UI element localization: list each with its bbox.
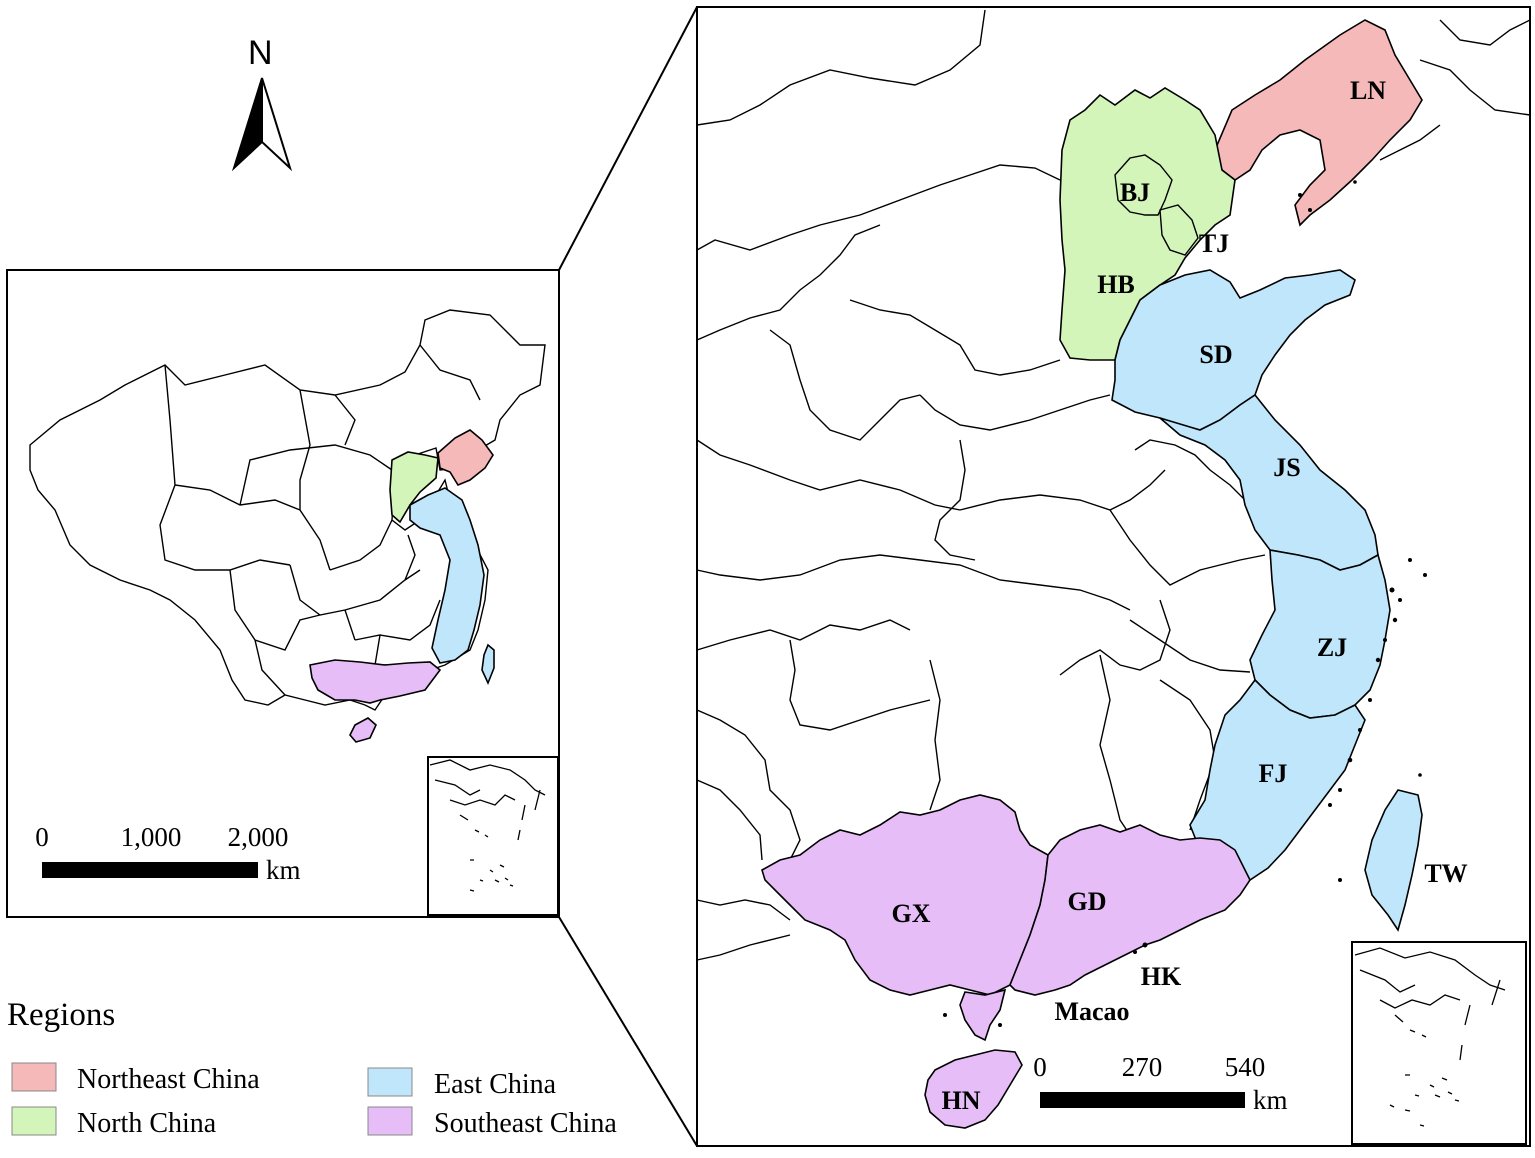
- label-gd: GD: [1068, 887, 1107, 916]
- detail-inset-frame: [1351, 941, 1527, 1145]
- detail-coastal-islands: [943, 180, 1427, 1027]
- detail-region-gx: [761, 794, 1049, 996]
- overview-map: 0 1,000 2,000 km: [6, 269, 560, 918]
- overview-region-east: [409, 487, 485, 664]
- north-arrow-icon: [231, 77, 263, 172]
- legend-swatch-southeast: [367, 1106, 413, 1136]
- label-sd: SD: [1199, 340, 1232, 369]
- overview-scale-tick-1: 1,000: [121, 822, 182, 852]
- detail-region-ln: [1214, 19, 1423, 227]
- legend-label-north: North China: [77, 1108, 217, 1139]
- detail-map: LN BJ TJ HB SD JS ZJ FJ TW GX GD HK Maca…: [696, 6, 1531, 1147]
- label-tw: TW: [1424, 859, 1467, 888]
- overview-inset-frame: [427, 756, 559, 916]
- legend-label-southeast: Southeast China: [434, 1108, 617, 1139]
- legend-label-northeast: Northeast China: [77, 1064, 260, 1095]
- detail-scale-bar: 0 270 540 km: [1033, 1052, 1287, 1115]
- overview-region-southeast: [309, 659, 442, 704]
- legend-swatch-northeast: [11, 1062, 57, 1092]
- detail-inset-sea: [1354, 947, 1506, 1127]
- detail-region-hn: [924, 1049, 1023, 1129]
- label-macao: Macao: [1054, 997, 1129, 1026]
- label-fj: FJ: [1259, 759, 1288, 788]
- overview-region-taiwan: [481, 643, 495, 686]
- north-arrow: N: [231, 34, 293, 172]
- label-gx: GX: [892, 899, 931, 928]
- detail-scale-tick-0: 0: [1033, 1052, 1047, 1082]
- legend-swatch-east: [367, 1067, 413, 1097]
- detail-scale-unit: km: [1253, 1085, 1288, 1115]
- detail-province-borders: [696, 9, 1531, 961]
- zoom-connector-top: [558, 6, 698, 271]
- overview-region-hainan: [349, 717, 377, 743]
- overview-scale-tick-2: 2,000: [228, 822, 289, 852]
- detail-scale-bar-line: [1040, 1092, 1245, 1108]
- label-tj: TJ: [1199, 229, 1229, 258]
- detail-region-tj: [1159, 204, 1199, 256]
- overview-scale-tick-0: 0: [35, 822, 49, 852]
- legend-label-east: East China: [434, 1069, 557, 1100]
- detail-region-bj: [1114, 154, 1173, 216]
- legend: Regions Northeast China North China East…: [7, 997, 617, 1139]
- detail-scale-tick-1: 270: [1122, 1052, 1163, 1082]
- detail-region-tw: [1364, 789, 1423, 932]
- detail-region-hb: [1059, 87, 1236, 361]
- detail-region-fj: [1189, 678, 1366, 881]
- overview-inset-sea: [429, 759, 546, 892]
- legend-title: Regions: [7, 997, 115, 1033]
- overview-region-northeast: [437, 429, 494, 487]
- detail-region-leizhou: [959, 988, 1007, 1042]
- label-js: JS: [1273, 453, 1300, 482]
- zoom-connector-bottom: [558, 916, 698, 1147]
- detail-region-zj: [1249, 549, 1391, 719]
- detail-region-gd: [1009, 824, 1251, 996]
- label-hn: HN: [942, 1086, 981, 1115]
- detail-frame: [696, 6, 1531, 1147]
- detail-region-sd: [1111, 269, 1356, 431]
- label-hk: HK: [1141, 962, 1182, 991]
- overview-scale-unit: km: [266, 855, 301, 885]
- north-label: N: [248, 34, 273, 72]
- label-ln: LN: [1350, 76, 1386, 105]
- label-zj: ZJ: [1317, 633, 1347, 662]
- overview-frame: [6, 269, 560, 918]
- overview-scale-bar-line: [42, 862, 258, 878]
- label-bj: BJ: [1120, 178, 1150, 207]
- detail-scale-tick-2: 540: [1225, 1052, 1266, 1082]
- legend-swatch-north: [11, 1106, 57, 1136]
- overview-region-north: [389, 451, 439, 524]
- label-hb: HB: [1097, 270, 1135, 299]
- overview-scale-bar: 0 1,000 2,000 km: [35, 822, 300, 885]
